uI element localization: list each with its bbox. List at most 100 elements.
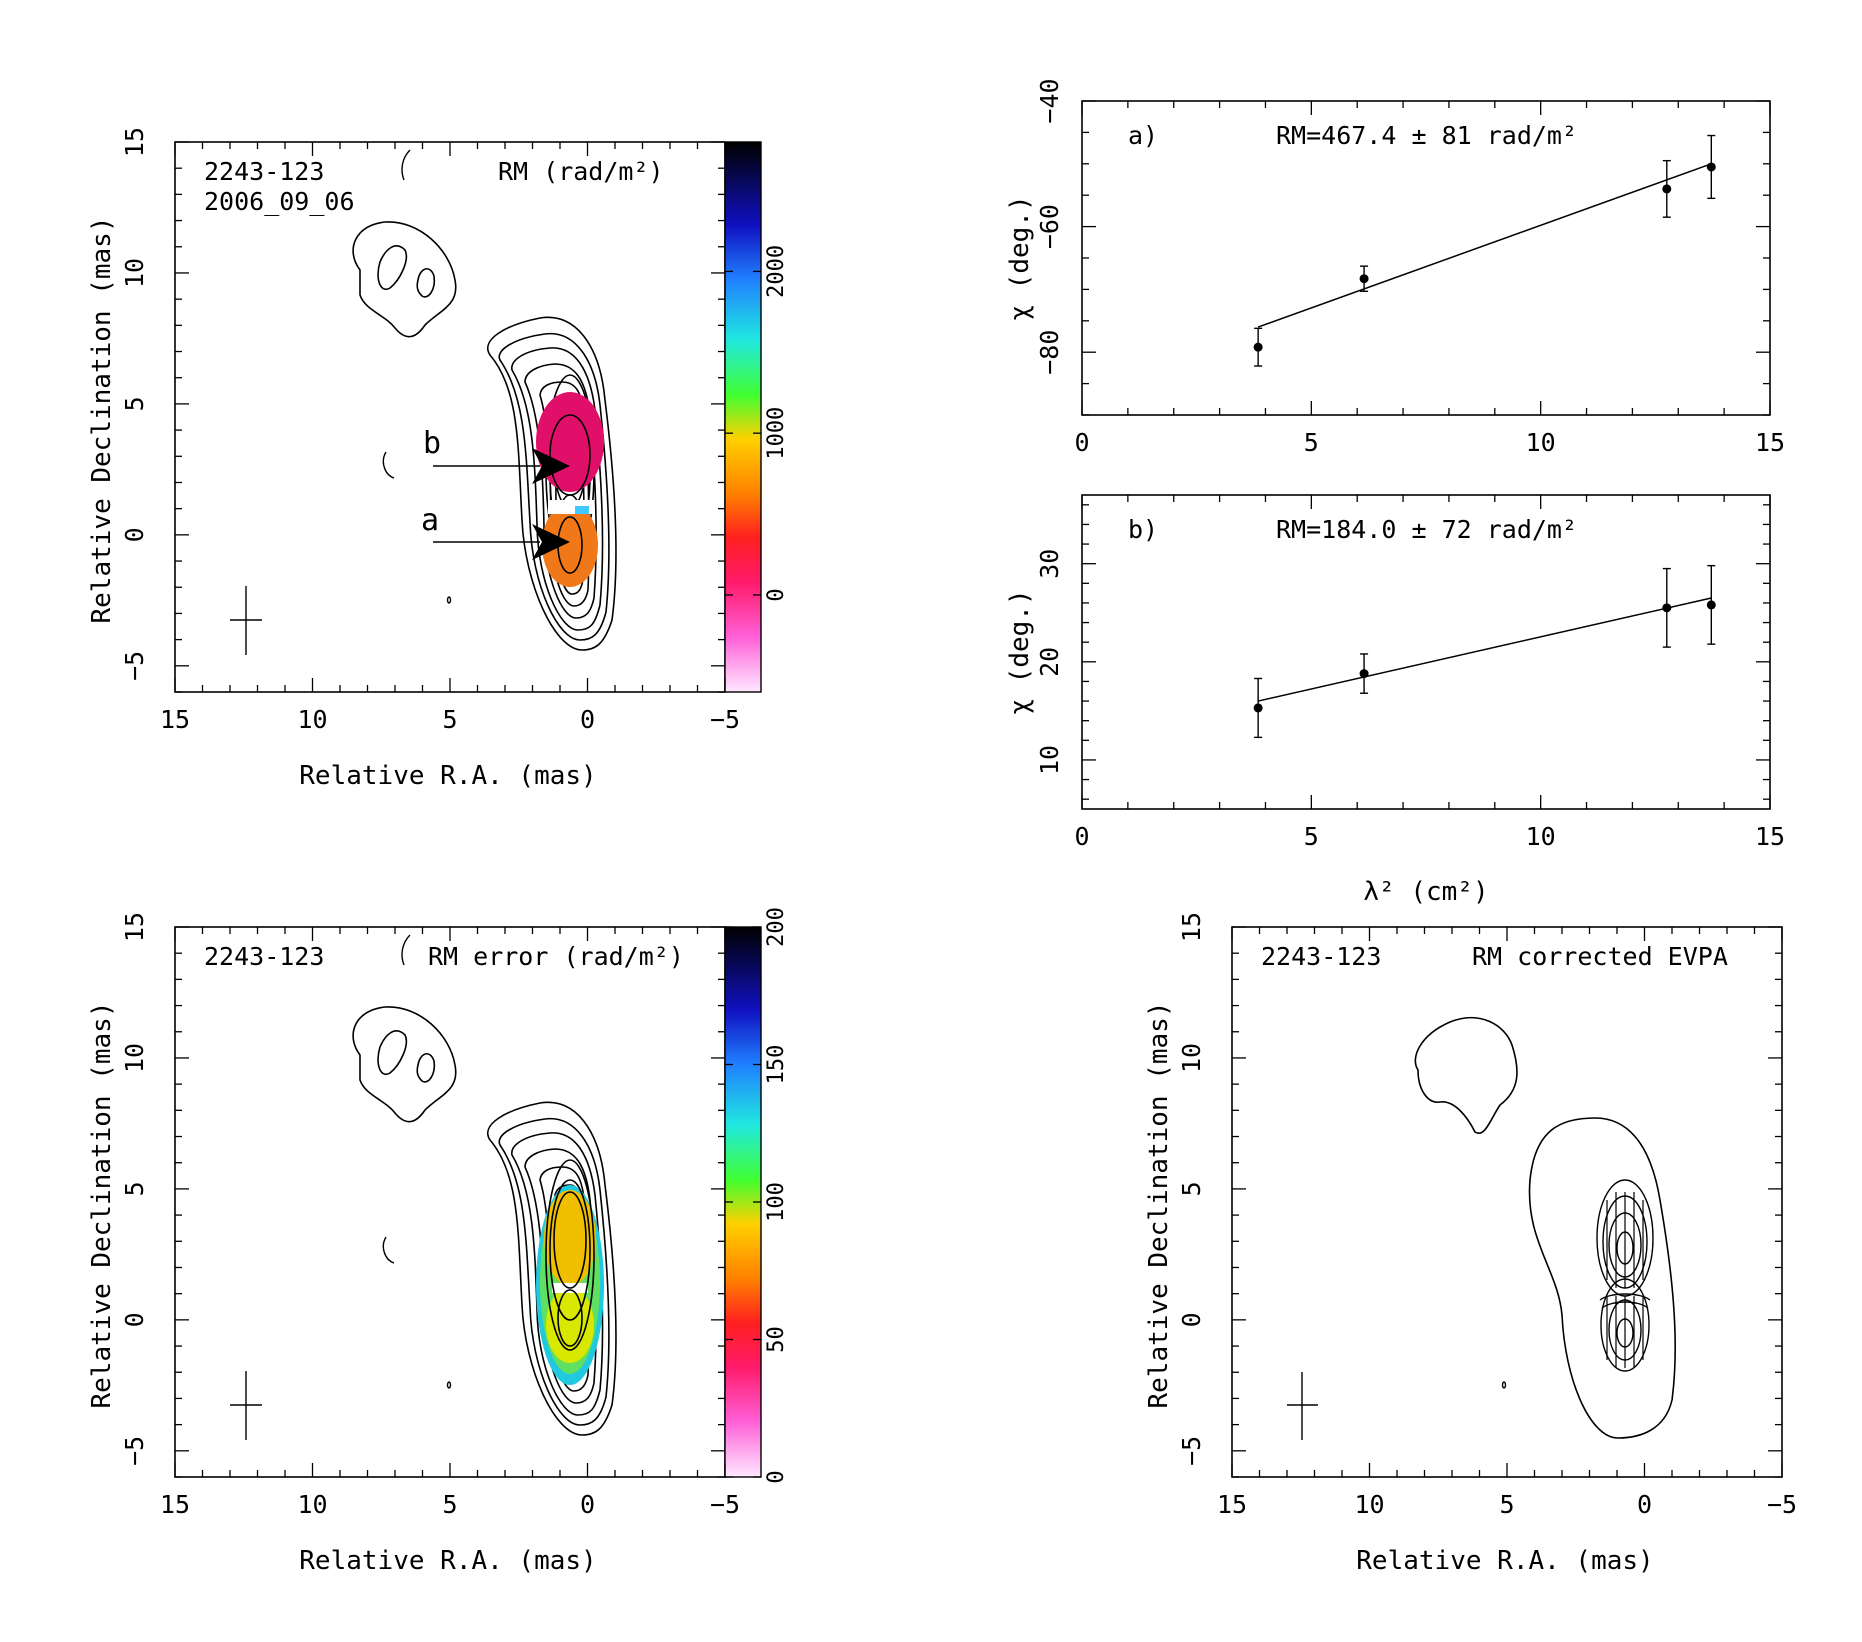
rmerr-quantity-label: RM error (rad/m²) bbox=[428, 942, 684, 971]
rm-map-plot-content: b a bbox=[230, 149, 617, 655]
y-tick-label: 10 bbox=[120, 258, 149, 288]
rm-epoch-label: 2006_09_06 bbox=[204, 187, 355, 216]
rm-error-frame bbox=[174, 926, 726, 1478]
y-tick-label: 0 bbox=[120, 1312, 149, 1327]
rm-ylabel: Relative Declination (mas) bbox=[87, 217, 117, 624]
evpa-vectors bbox=[1606, 1192, 1644, 1368]
arrow-b bbox=[433, 448, 570, 484]
rm-source-label: 2243-123 bbox=[204, 157, 324, 186]
y-tick-label: 0 bbox=[1177, 1312, 1206, 1327]
arrow-b-label: b bbox=[423, 426, 441, 461]
x-tick-label: 15 bbox=[1755, 822, 1785, 851]
rm-colorbar bbox=[724, 141, 762, 693]
rm-beam-cross bbox=[230, 586, 262, 655]
fit-a-ylabel: χ (deg.) bbox=[1005, 195, 1035, 320]
y-tick-label: 30 bbox=[1035, 549, 1064, 579]
x-tick-label: 5 bbox=[1304, 822, 1319, 851]
rm-region-transition bbox=[575, 506, 589, 514]
rm-map-ticks: 15 10 5 0 −5 −5 0 5 10 15 0 1000 2000 bbox=[120, 127, 789, 734]
fit-a-ticks: 0 5 10 15 −80 −60 −40 bbox=[1035, 78, 1785, 457]
x-tick-label: 5 bbox=[1304, 428, 1319, 457]
evpa-ticks: 15 10 5 0 −5 −5 0 5 10 15 bbox=[1177, 912, 1797, 1519]
y-tick-label: 15 bbox=[1177, 912, 1206, 942]
evpa-ne-component bbox=[1414, 1017, 1518, 1134]
fit-line bbox=[1257, 597, 1712, 702]
y-tick-label: 10 bbox=[1177, 1043, 1206, 1073]
x-tick-label: −5 bbox=[710, 705, 740, 734]
fit-b-panel: 0 5 10 15 10 20 30 b) RM=184.0 ± 72 rad/m² χ (… bbox=[1005, 494, 1785, 907]
x-tick-label: 0 bbox=[1074, 822, 1089, 851]
y-tick-label: −5 bbox=[1177, 1436, 1206, 1466]
y-tick-label: 15 bbox=[120, 912, 149, 942]
y-tick-label: 20 bbox=[1035, 647, 1064, 677]
fit-b-xlabel: λ² (cm²) bbox=[1363, 877, 1488, 907]
y-tick-label: −5 bbox=[120, 1436, 149, 1466]
y-tick-label: 5 bbox=[120, 1181, 149, 1196]
x-tick-label: 5 bbox=[442, 705, 457, 734]
x-tick-label: −5 bbox=[1767, 1490, 1797, 1519]
fit-b-rm-label: RM=184.0 ± 72 rad/m² bbox=[1276, 515, 1577, 544]
evpa-quantity-label: RM corrected EVPA bbox=[1472, 942, 1728, 971]
evpa-plot-content bbox=[1287, 1017, 1677, 1440]
evpa-ylabel: Relative Declination (mas) bbox=[1144, 1002, 1174, 1409]
x-tick-label: 15 bbox=[160, 705, 190, 734]
colorbar-tick-label: 0 bbox=[764, 1470, 789, 1483]
y-tick-label: 5 bbox=[1177, 1181, 1206, 1196]
evpa-beam-cross bbox=[1287, 1372, 1318, 1440]
fit-b-frame bbox=[1081, 494, 1771, 810]
rmerr-beam-cross bbox=[230, 1371, 262, 1440]
x-tick-label: 5 bbox=[442, 1490, 457, 1519]
x-tick-label: 10 bbox=[297, 705, 327, 734]
data-point bbox=[1359, 274, 1369, 284]
x-tick-label: 10 bbox=[1526, 428, 1556, 457]
rm-quantity-label: RM (rad/m²) bbox=[498, 157, 664, 186]
data-point bbox=[1706, 162, 1716, 172]
y-tick-label: 10 bbox=[120, 1043, 149, 1073]
rmerr-inner-contours bbox=[545, 1159, 595, 1351]
y-tick-label: −5 bbox=[120, 651, 149, 681]
data-point bbox=[1253, 703, 1263, 713]
rm-xlabel: Relative R.A. (mas) bbox=[299, 761, 596, 791]
data-point bbox=[1706, 600, 1716, 610]
colorbar-tick-label: 50 bbox=[764, 1326, 789, 1353]
rmerr-noise-contours bbox=[382, 934, 452, 1389]
y-tick-label: 5 bbox=[120, 396, 149, 411]
x-tick-label: 0 bbox=[1074, 428, 1089, 457]
x-tick-label: 0 bbox=[580, 1490, 595, 1519]
data-point bbox=[1253, 342, 1263, 352]
evpa-source-label: 2243-123 bbox=[1261, 942, 1381, 971]
x-tick-label: 15 bbox=[1755, 428, 1785, 457]
colorbar-tick-label: 0 bbox=[764, 588, 789, 601]
evpa-noise-contour bbox=[1501, 1381, 1507, 1389]
y-tick-label: 0 bbox=[120, 527, 149, 542]
evpa-panel: 15 10 5 0 −5 −5 0 5 10 15 2243-123 RM corrected E… bbox=[1144, 912, 1797, 1576]
colorbar-tick-label: 200 bbox=[764, 907, 789, 947]
rm-noise-contours bbox=[382, 149, 452, 604]
rm-map-frame bbox=[174, 141, 726, 693]
y-tick-label: −80 bbox=[1035, 330, 1064, 375]
x-tick-label: 0 bbox=[1637, 1490, 1652, 1519]
rmerr-region-upper bbox=[544, 1190, 596, 1286]
colorbar-tick-label: 100 bbox=[764, 1182, 789, 1222]
x-tick-label: 10 bbox=[1526, 822, 1556, 851]
fit-a-panel: 0 5 10 15−80−60−40 a) RM=467.4 ± 81 rad/m² … bbox=[1005, 78, 1785, 457]
data-point bbox=[1662, 184, 1672, 194]
rmerr-source-label: 2243-123 bbox=[204, 942, 324, 971]
data-point bbox=[1662, 603, 1672, 613]
y-tick-label: −40 bbox=[1035, 78, 1064, 123]
x-tick-label: 10 bbox=[297, 1490, 327, 1519]
fit-b-panel-label: b) bbox=[1128, 515, 1158, 544]
evpa-frame bbox=[1231, 926, 1783, 1478]
x-tick-label: 15 bbox=[160, 1490, 190, 1519]
x-tick-label: 0 bbox=[580, 705, 595, 734]
colorbar-tick-label: 1000 bbox=[764, 407, 789, 460]
data-point bbox=[1359, 669, 1369, 679]
evpa-xlabel: Relative R.A. (mas) bbox=[1356, 1546, 1653, 1576]
colorbar-tick-label: 150 bbox=[764, 1045, 789, 1085]
y-tick-label: −60 bbox=[1035, 204, 1064, 249]
rm-map-panel: b a 15 10 5 0 −5 −5 0 5 10 15 0 1000 2000 2243-123 2… bbox=[87, 127, 789, 791]
fit-a-panel-label: a) bbox=[1128, 121, 1158, 150]
